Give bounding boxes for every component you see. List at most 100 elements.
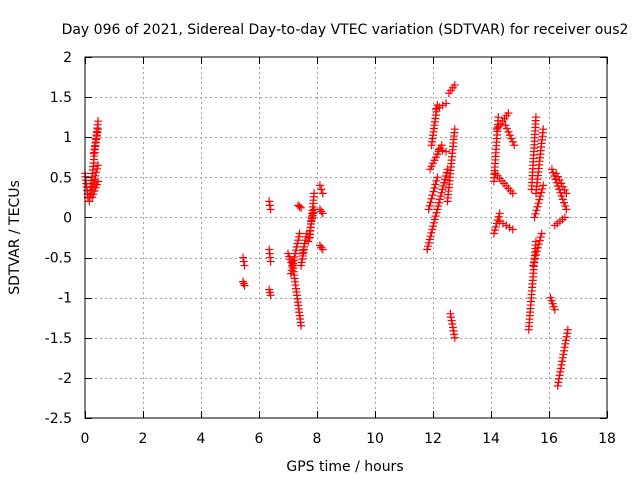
data-point-marker bbox=[289, 256, 298, 265]
data-point-marker bbox=[558, 357, 567, 366]
data-point-marker bbox=[425, 235, 434, 244]
data-point-marker bbox=[533, 243, 542, 252]
y-tick-label: -2.5 bbox=[45, 411, 72, 427]
data-point-marker bbox=[537, 188, 546, 197]
data-point-marker bbox=[450, 81, 459, 90]
data-point-marker bbox=[317, 207, 326, 216]
data-point-marker bbox=[317, 243, 326, 252]
data-point-marker bbox=[429, 218, 438, 227]
data-point-marker bbox=[538, 184, 547, 193]
data-point-marker bbox=[297, 203, 306, 212]
y-tick-labels: 2 1.5 1 0.5 0 -0.5 -1 -1.5 -2 -2.5 bbox=[45, 50, 72, 427]
data-point-marker bbox=[558, 353, 567, 362]
data-point-marker bbox=[550, 305, 559, 314]
axis-ticks bbox=[85, 57, 608, 419]
data-point-marker bbox=[239, 277, 248, 286]
data-point-marker bbox=[560, 346, 569, 355]
data-point-marker bbox=[531, 209, 540, 218]
data-point-marker bbox=[510, 141, 519, 150]
data-point-marker bbox=[298, 249, 307, 258]
x-tick-label: 16 bbox=[540, 431, 558, 447]
data-point-marker bbox=[435, 195, 444, 204]
data-point-marker bbox=[530, 213, 539, 222]
data-point-marker bbox=[287, 266, 296, 275]
x-axis-label: GPS time / hours bbox=[286, 459, 403, 475]
data-point-marker bbox=[561, 339, 570, 348]
data-point-marker bbox=[295, 229, 304, 238]
data-point-marker bbox=[562, 205, 571, 214]
y-tick-label: -1.5 bbox=[45, 331, 72, 347]
y-tick-label: -0.5 bbox=[45, 251, 72, 267]
data-point-marker bbox=[556, 367, 565, 376]
data-point-marker bbox=[266, 291, 275, 300]
data-point-marker bbox=[294, 236, 303, 245]
data-point-marker bbox=[315, 181, 324, 190]
data-point-marker bbox=[556, 364, 565, 373]
data-point-marker bbox=[552, 169, 561, 178]
data-point-marker bbox=[535, 195, 544, 204]
data-point-marker bbox=[299, 242, 308, 251]
data-point-marker bbox=[530, 254, 539, 263]
data-point-marker bbox=[432, 208, 441, 217]
data-point-marker bbox=[508, 225, 517, 234]
data-point-marker bbox=[92, 132, 101, 141]
data-point-marker bbox=[501, 121, 510, 130]
data-point-marker bbox=[300, 239, 309, 248]
data-point-marker bbox=[555, 371, 564, 380]
data-point-marker bbox=[299, 246, 308, 255]
data-point-marker bbox=[94, 117, 103, 126]
data-point-marker bbox=[559, 198, 568, 207]
data-point-marker bbox=[563, 325, 572, 334]
data-point-marker bbox=[532, 247, 541, 256]
y-axis-label: SDTVAR / TECUs bbox=[7, 180, 23, 295]
data-point-marker bbox=[438, 101, 447, 110]
data-point-marker bbox=[490, 226, 499, 235]
x-tick-label: 12 bbox=[424, 431, 442, 447]
data-point-marker bbox=[435, 103, 444, 112]
data-point-marker bbox=[239, 253, 248, 262]
data-point-marker bbox=[442, 99, 451, 108]
data-point-marker bbox=[90, 142, 99, 151]
data-point-marker bbox=[424, 242, 433, 251]
data-point-marker bbox=[265, 197, 274, 206]
data-point-marker bbox=[537, 229, 546, 238]
x-tick-label: 2 bbox=[139, 431, 148, 447]
data-point-marker bbox=[504, 109, 513, 118]
data-point-marker bbox=[294, 232, 303, 241]
data-point-marker bbox=[92, 135, 101, 144]
data-point-marker bbox=[447, 313, 456, 322]
x-tick-label: 8 bbox=[313, 431, 322, 447]
data-point-marker bbox=[536, 233, 545, 242]
data-point-marker bbox=[553, 172, 562, 181]
data-point-marker bbox=[530, 258, 539, 267]
data-point-marker bbox=[434, 145, 443, 154]
data-point-marker bbox=[318, 189, 327, 198]
data-point-marker bbox=[423, 245, 432, 254]
data-point-marker bbox=[292, 242, 301, 251]
y-tick-label: -1 bbox=[58, 291, 72, 307]
data-point-marker bbox=[557, 179, 566, 188]
data-points bbox=[81, 81, 572, 390]
x-tick-label: 10 bbox=[366, 431, 384, 447]
y-tick-label: 1 bbox=[63, 130, 72, 146]
x-tick-label: 6 bbox=[255, 431, 264, 447]
data-point-marker bbox=[553, 381, 562, 390]
data-point-marker bbox=[435, 198, 444, 207]
x-tick-label: 4 bbox=[197, 431, 206, 447]
y-tick-label: 2 bbox=[63, 50, 72, 66]
data-point-marker bbox=[429, 222, 438, 231]
data-point-marker bbox=[442, 147, 451, 156]
data-point-marker bbox=[310, 189, 319, 198]
data-point-marker bbox=[554, 374, 563, 383]
data-point-marker bbox=[534, 199, 543, 208]
data-point-marker bbox=[532, 206, 541, 215]
data-point-marker bbox=[427, 228, 436, 237]
grid-lines bbox=[85, 57, 607, 418]
data-point-marker bbox=[437, 188, 446, 197]
data-point-marker bbox=[448, 323, 457, 332]
data-point-marker bbox=[534, 240, 543, 249]
data-point-marker bbox=[289, 259, 298, 268]
data-point-marker bbox=[293, 239, 302, 248]
data-point-marker bbox=[449, 326, 458, 335]
data-point-marker bbox=[557, 192, 566, 201]
